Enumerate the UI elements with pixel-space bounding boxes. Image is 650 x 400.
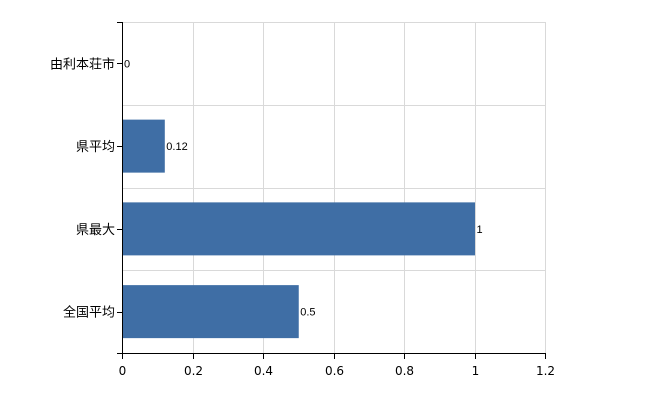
bar: [122, 119, 165, 173]
data-label: 0: [124, 58, 130, 70]
data-label: 1: [477, 224, 483, 236]
x-tick-label: 1: [472, 364, 480, 378]
bar: [122, 285, 299, 339]
x-tick-label: 0.6: [325, 364, 344, 378]
x-tick-label: 0.4: [254, 364, 273, 378]
category-label: 県平均: [76, 140, 115, 155]
x-tick-label: 0.2: [184, 364, 203, 378]
labels: 0 由利本荘市 0.12 県平均 1 県最大 0.5 全国平均 0 0.2 0.4 0.6 0.8 1 1.…: [50, 56, 555, 378]
category-label: 県最大: [76, 223, 115, 238]
x-tick-label: 0.8: [395, 364, 414, 378]
x-tick-label: 0: [119, 364, 127, 378]
x-tick-label: 1.2: [536, 364, 555, 378]
bars: [122, 119, 475, 339]
bar: [122, 202, 475, 256]
category-label: 由利本荘市: [50, 56, 115, 72]
data-label: 0.12: [166, 141, 187, 153]
axes: [117, 22, 546, 359]
category-label: 全国平均: [63, 305, 115, 321]
data-label: 0.5: [300, 307, 315, 319]
